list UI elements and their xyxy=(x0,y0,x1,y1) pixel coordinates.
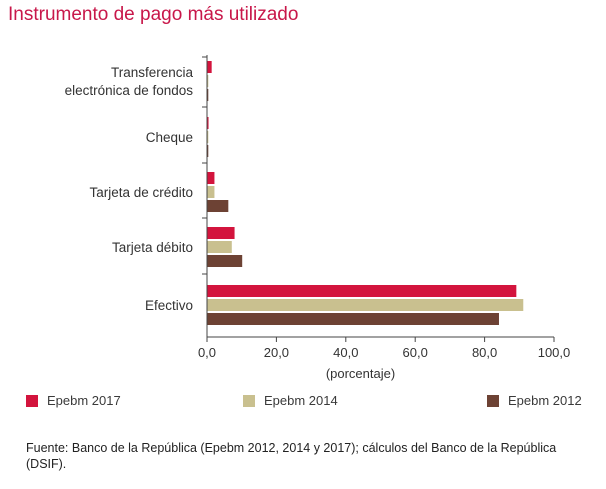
bar-epebm-2012 xyxy=(207,200,229,212)
x-tick-label: 40,0 xyxy=(333,345,358,360)
bar-epebm-2014 xyxy=(207,241,232,253)
bar-epebm-2017 xyxy=(207,117,209,129)
source-note: Fuente: Banco de la República (Epebm 201… xyxy=(26,441,557,471)
bar-epebm-2012 xyxy=(207,145,209,157)
bar-epebm-2014 xyxy=(207,131,209,143)
category-label: Cheque xyxy=(146,130,193,145)
legend-swatch-2014 xyxy=(243,394,255,407)
x-tick-label: 20,0 xyxy=(264,345,289,360)
bar-epebm-2014 xyxy=(207,299,524,311)
bar-epebm-2017 xyxy=(207,61,212,73)
x-tick-label: 60,0 xyxy=(403,345,428,360)
category-label: Tarjeta de crédito xyxy=(89,185,193,200)
legend-label-2012: Epebm 2012 xyxy=(508,393,582,408)
bar-epebm-2014 xyxy=(207,186,215,198)
chart-title: Instrumento de pago más utilizado xyxy=(8,4,299,25)
category-label: Transferencia xyxy=(111,65,194,80)
legend-label-2014: Epebm 2014 xyxy=(264,393,338,408)
bar-epebm-2014 xyxy=(207,75,209,87)
legend-item-2017: Epebm 2017 xyxy=(26,393,121,408)
category-label: Tarjeta débito xyxy=(112,240,193,255)
x-tick-label: 100,0 xyxy=(538,345,571,360)
bar-epebm-2012 xyxy=(207,89,209,101)
bar-epebm-2017 xyxy=(207,285,517,297)
x-tick-label: 80,0 xyxy=(472,345,497,360)
bar-epebm-2017 xyxy=(207,227,235,239)
legend-item-2012: Epebm 2012 xyxy=(487,393,582,408)
category-label: Efectivo xyxy=(145,298,193,313)
x-tick-label: 0,0 xyxy=(198,345,216,360)
legend-label-2017: Epebm 2017 xyxy=(47,393,121,408)
legend-swatch-2012 xyxy=(487,394,499,407)
category-label: electrónica de fondos xyxy=(65,83,194,98)
bar-epebm-2017 xyxy=(207,172,215,184)
x-axis-label: (porcentaje) xyxy=(326,366,395,381)
legend-item-2014: Epebm 2014 xyxy=(243,393,338,408)
bar-epebm-2012 xyxy=(207,255,243,267)
bar-epebm-2012 xyxy=(207,313,499,325)
bar-chart: 0,0 20,0 40,0 60,0 80,0 100,0 (porcentaje) Tran… xyxy=(65,55,571,381)
legend-swatch-2017 xyxy=(26,394,38,407)
